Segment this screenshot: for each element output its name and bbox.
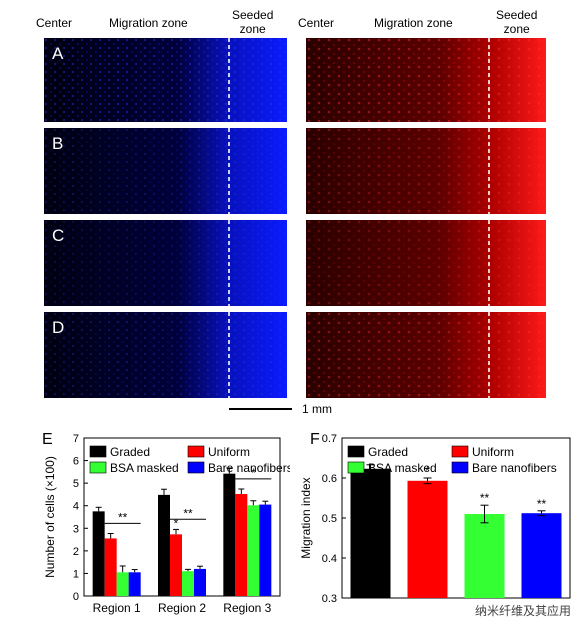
panel-a-blue: A bbox=[44, 38, 287, 122]
panel-letter-f: F bbox=[310, 431, 320, 448]
bar bbox=[464, 514, 505, 598]
y-axis-label: Migration index bbox=[299, 477, 313, 558]
y-tick-label: 0.4 bbox=[322, 553, 337, 565]
legend-label: Graded bbox=[368, 445, 408, 459]
y-tick-label: 2 bbox=[73, 546, 79, 558]
x-tick-label: Region 2 bbox=[158, 601, 206, 615]
x-tick-label: Region 1 bbox=[93, 601, 141, 615]
significance-mark: ** bbox=[118, 510, 128, 524]
legend-label: Bare nanofibers bbox=[472, 461, 557, 475]
panel-c-red bbox=[306, 220, 546, 306]
bar bbox=[104, 538, 117, 596]
bar bbox=[350, 468, 391, 598]
bar bbox=[259, 504, 272, 596]
panel-a-red bbox=[306, 38, 546, 122]
row-label-b: B bbox=[52, 134, 64, 153]
row-label-a: A bbox=[52, 44, 64, 63]
bar bbox=[247, 505, 260, 596]
red-image-b bbox=[306, 128, 546, 214]
legend-swatch bbox=[89, 445, 107, 458]
significance-mark: * bbox=[425, 464, 430, 478]
bar bbox=[182, 571, 194, 596]
bar bbox=[158, 494, 170, 596]
legend-label: Graded bbox=[110, 445, 150, 459]
significance-mark: ** bbox=[183, 506, 193, 520]
y-tick-label: 4 bbox=[73, 501, 79, 513]
chart-e: E 0 1 2 3 4 5 6 7 Number of cells (×100) Region 1 R… bbox=[42, 431, 290, 615]
y-tick-label: 6 bbox=[73, 456, 79, 468]
panel-d-red bbox=[306, 312, 546, 398]
significance-mark: * bbox=[251, 466, 256, 480]
watermark-text: 纳米纤维及其应用 bbox=[474, 604, 571, 618]
significance-mark: ** bbox=[480, 491, 490, 505]
scale-bar bbox=[229, 408, 292, 410]
bar bbox=[235, 493, 248, 596]
legend-label: Uniform bbox=[208, 445, 250, 459]
legend-swatch bbox=[451, 461, 469, 474]
significance-mark: ** bbox=[537, 497, 547, 511]
y-tick-label: 0.6 bbox=[322, 473, 337, 485]
y-tick-label: 1 bbox=[73, 568, 79, 580]
y-axis-label: Number of cells (×100) bbox=[43, 456, 57, 578]
header-center-left: Center bbox=[36, 16, 73, 30]
panel-b-red bbox=[306, 128, 546, 214]
legend-label: BSA masked bbox=[110, 461, 179, 475]
legend-swatch bbox=[187, 461, 205, 474]
legend-swatch bbox=[187, 445, 205, 458]
bar bbox=[194, 568, 206, 596]
legend-label: BSA masked bbox=[368, 461, 437, 475]
legend-swatch bbox=[451, 445, 469, 458]
y-tick-label: 0.7 bbox=[322, 433, 337, 445]
blue-image-c bbox=[44, 220, 287, 306]
y-tick-label: 7 bbox=[73, 433, 79, 445]
panel-d-blue: D bbox=[44, 312, 287, 398]
blue-image-b bbox=[44, 128, 287, 214]
header-migration-left: Migration zone bbox=[109, 16, 188, 30]
panel-c-blue: C bbox=[44, 220, 287, 306]
header-center-right: Center bbox=[298, 16, 335, 30]
y-tick-label: 5 bbox=[73, 478, 79, 490]
legend-label: Bare nanofibers bbox=[208, 461, 290, 475]
bar bbox=[170, 534, 182, 596]
legend-swatch bbox=[89, 461, 107, 474]
blue-image-a bbox=[44, 38, 287, 122]
red-image-a bbox=[306, 38, 546, 122]
y-tick-label: 0 bbox=[73, 591, 79, 603]
blue-image-d bbox=[44, 312, 287, 398]
red-image-d bbox=[306, 312, 546, 398]
legend-label: Uniform bbox=[472, 445, 514, 459]
y-tick-label: 0.3 bbox=[322, 593, 337, 605]
panel-b-blue: B bbox=[44, 128, 287, 214]
header-migration-right: Migration zone bbox=[374, 16, 453, 30]
bar bbox=[92, 511, 105, 596]
y-tick-label: 3 bbox=[73, 523, 79, 535]
panel-letter-e: E bbox=[42, 431, 53, 448]
x-tick-label: Region 3 bbox=[223, 601, 271, 615]
row-label-c: C bbox=[52, 226, 65, 245]
header-seeded-left: Seeded zone bbox=[232, 8, 274, 36]
y-tick-label: 0.5 bbox=[322, 513, 337, 525]
red-image-c bbox=[306, 220, 546, 306]
bar bbox=[116, 572, 129, 596]
legend-swatch bbox=[347, 461, 365, 474]
bar bbox=[128, 572, 141, 596]
row-label-d: D bbox=[52, 318, 65, 337]
legend-swatch bbox=[347, 445, 365, 458]
significance-mark: * bbox=[174, 516, 179, 530]
scale-bar-label: 1 mm bbox=[302, 402, 332, 416]
bar bbox=[407, 480, 448, 598]
bar bbox=[223, 473, 236, 596]
bar bbox=[521, 513, 562, 598]
header-seeded-right: Seeded zone bbox=[496, 8, 538, 36]
